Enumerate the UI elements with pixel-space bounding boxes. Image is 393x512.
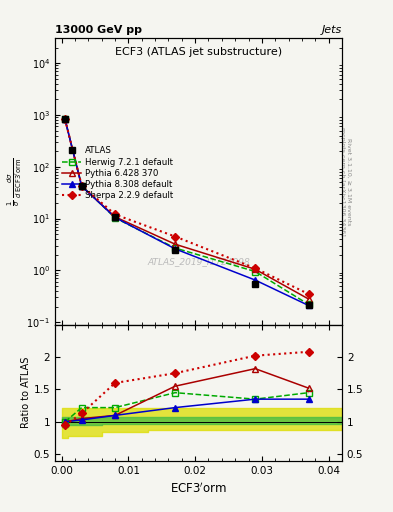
Y-axis label: Rivet 3.1.10, ≥ 3.1M events
mcplots.cern.ch [arXiv:1306.3436]: Rivet 3.1.10, ≥ 3.1M events mcplots.cern… xyxy=(340,127,351,236)
Legend: ATLAS, Herwig 7.2.1 default, Pythia 6.428 370, Pythia 8.308 default, Sherpa 2.2.: ATLAS, Herwig 7.2.1 default, Pythia 6.42… xyxy=(62,146,173,200)
Text: ECF3 (ATLAS jet substructure): ECF3 (ATLAS jet substructure) xyxy=(115,47,282,57)
Text: ATLAS_2019_I1724098: ATLAS_2019_I1724098 xyxy=(147,257,250,266)
X-axis label: ECF3$^{\prime}$orm: ECF3$^{\prime}$orm xyxy=(170,481,227,496)
Text: 13000 GeV pp: 13000 GeV pp xyxy=(55,25,142,35)
Y-axis label: Ratio to ATLAS: Ratio to ATLAS xyxy=(21,357,31,429)
Text: Jets: Jets xyxy=(321,25,342,35)
Y-axis label: $\frac{1}{\sigma}$ $\frac{d\sigma}{d\,\mathrm{ECF3^{\prime}orm}}$: $\frac{1}{\sigma}$ $\frac{d\sigma}{d\,\m… xyxy=(5,157,24,206)
